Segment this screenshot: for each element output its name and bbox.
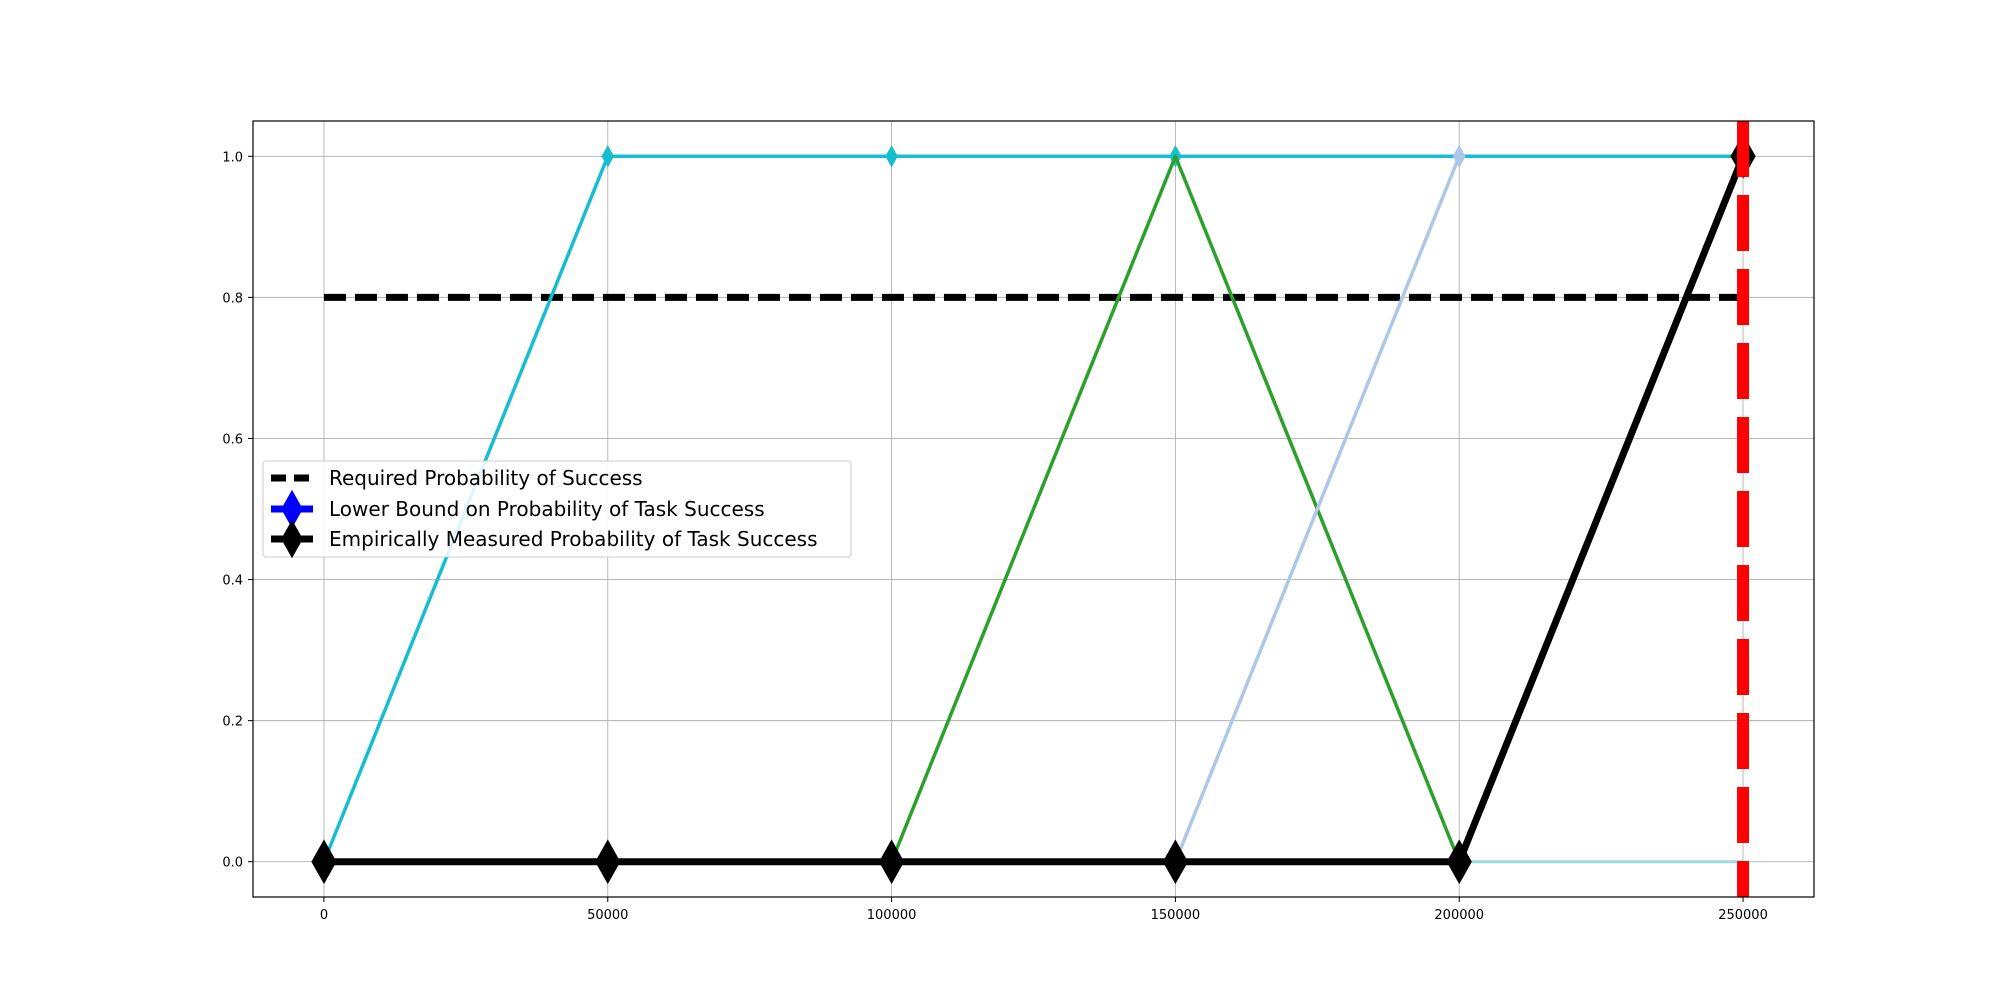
legend: Required Probability of Success Lower Bo… [262,460,852,559]
x-tick-label: 150000 [1151,908,1201,923]
plot-frame [252,120,1815,898]
x-tick-label: 0 [320,908,328,923]
series-4-point [1446,839,1472,885]
legend-label-empirical: Empirically Measured Probability of Task… [329,527,818,551]
series-line-0 [322,154,1744,863]
legend-marker-empirical [281,519,303,559]
y-tick-label: 0.0 [222,856,243,871]
series-0-point [885,145,898,168]
x-tick-label: 100000 [867,908,917,923]
y-tick-label: 1.0 [222,150,243,165]
series-line-1 [889,154,1461,863]
y-tick-label: 0.2 [222,715,243,730]
y-tick-label: 0.8 [222,291,243,306]
series-2-point [1452,145,1466,168]
x-tick-label: 200000 [1434,908,1484,923]
series-0-point [601,145,615,168]
legend-label-required: Required Probability of Success [329,466,643,490]
x-tick-label: 250000 [1718,908,1768,923]
y-tick-label: 0.4 [222,574,243,589]
legend-label-lower-bound: Lower Bound on Probability of Task Succe… [329,497,765,521]
tick-layer: 0 50000 100000 150000 200000 250000 0.0 0.2 0.4 0… [222,150,1768,923]
series-4-point [595,839,621,885]
series-4-point [311,839,337,885]
y-tick-label: 0.6 [222,432,243,447]
series-4-point [878,839,905,885]
x-tick-label: 50000 [587,908,628,923]
legend-box [262,460,852,558]
series-line-2 [1173,155,1461,863]
series-4-point [1162,839,1189,885]
series-line-4 [323,154,1747,866]
legend-marker-lower-bound [281,489,303,529]
series-layer [311,121,1756,897]
